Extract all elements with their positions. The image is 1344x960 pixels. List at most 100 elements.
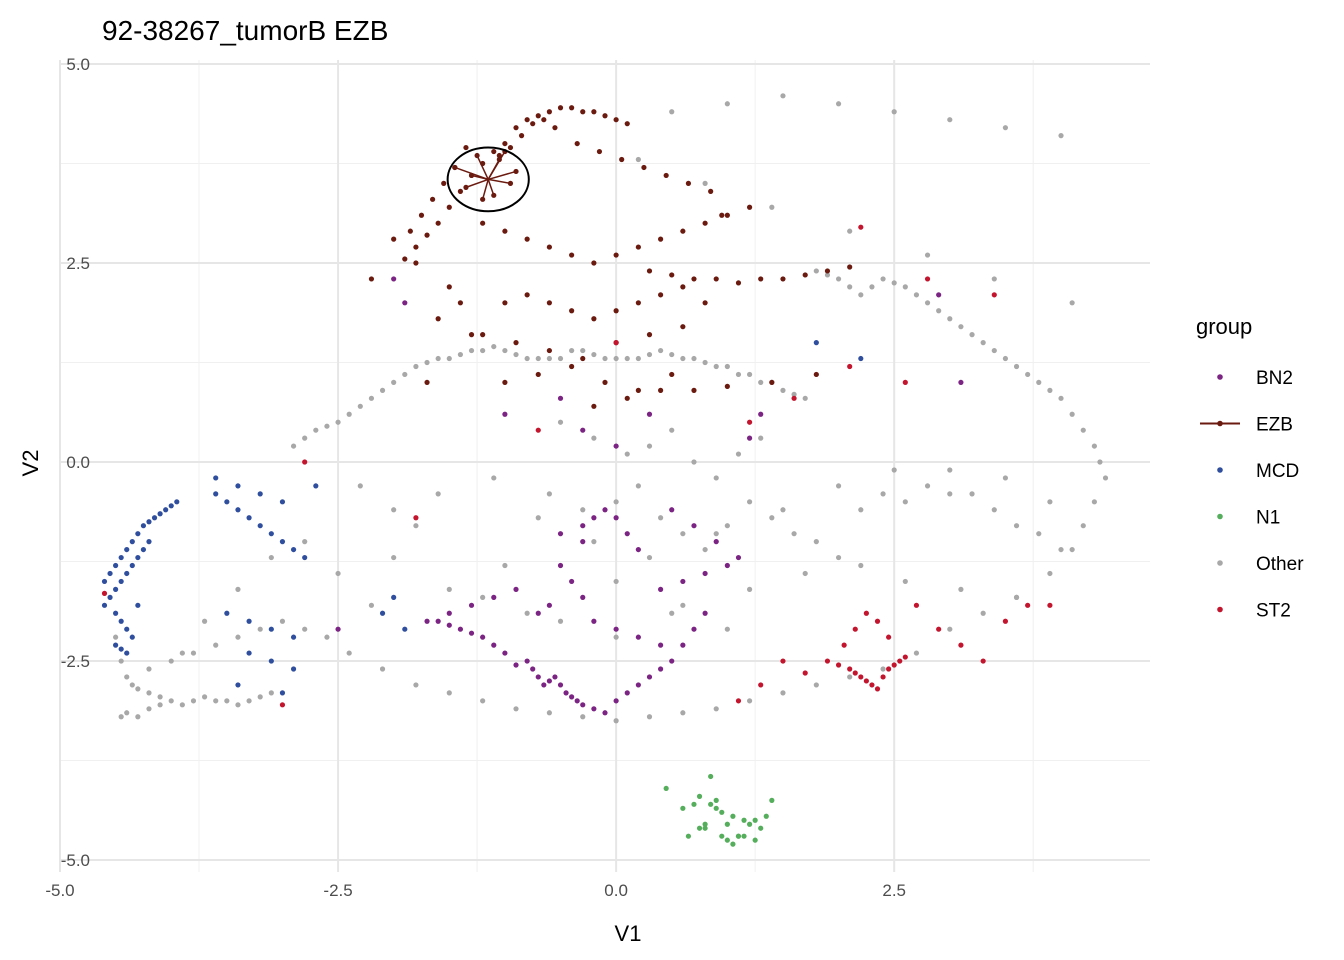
point-n1 [696,793,703,799]
point-bn2 [446,610,452,616]
x-tick-label: -5.0 [45,881,74,900]
point-other [246,698,252,704]
point-other [691,459,697,465]
point-other [335,570,341,577]
point-other [580,507,586,513]
point-other [213,698,219,704]
legend-label: EZB [1256,415,1293,436]
point-other [1002,475,1009,481]
point-other [980,610,986,616]
point-other [858,562,864,569]
point-other [357,403,363,409]
point-mcd [379,610,386,616]
legend-key-point [1217,374,1223,380]
point-st2 [913,602,920,608]
point-bn2 [658,666,664,672]
point-mcd [268,658,274,664]
point-other [791,531,797,537]
point-ezb [502,228,508,234]
point-ezb [569,252,575,258]
point-bn2 [502,411,508,417]
point-other [991,347,997,354]
point-mcd [124,650,130,656]
point-other [124,710,130,716]
point-mcd [391,594,397,600]
point-ezb [424,379,430,386]
point-other [235,702,241,708]
point-other [802,570,808,577]
point-other [1069,411,1075,417]
point-other [324,634,330,640]
point-n1 [724,837,730,843]
point-ezb [574,140,580,147]
point-other [535,355,541,362]
point-ezb [658,387,664,393]
point-mcd [101,578,108,585]
point-bn2 [580,702,586,708]
point-other [546,491,552,497]
point-ezb [430,196,436,202]
point-other [669,351,675,358]
point-bn2 [958,379,964,386]
point-ezb [602,113,608,119]
point-other [880,276,886,282]
legend-item-bn2: BN2 [1217,368,1293,389]
point-ezb [769,379,775,386]
point-other [613,499,619,505]
point-ezb [507,144,514,151]
point-n1 [696,825,703,831]
point-other [357,483,363,489]
point-other [302,435,308,441]
point-bn2 [580,594,586,600]
point-st2 [891,662,897,668]
point-bn2 [624,531,630,537]
legend-item-mcd: MCD [1217,461,1299,482]
point-other [669,610,675,616]
point-mcd [257,491,263,497]
point-mcd [224,499,230,505]
legend-item-ezb: EZB [1200,415,1293,436]
point-ezb [602,379,608,386]
point-ezb [524,292,530,298]
point-st2 [936,626,942,632]
point-other [658,515,664,521]
point-ezb [502,379,508,386]
point-bn2 [702,610,708,616]
point-ezb [613,252,619,258]
point-ezb [518,133,525,139]
point-bn2 [591,515,597,521]
point-other [591,435,597,441]
point-other [913,292,920,298]
point-st2 [886,666,892,672]
point-n1 [663,785,669,792]
point-other [902,499,908,505]
highlight-point [507,180,514,186]
point-other [858,507,864,513]
point-mcd [813,340,819,346]
point-st2 [852,670,858,676]
point-other [769,204,775,210]
point-st2 [863,678,869,684]
point-st2 [858,674,864,680]
point-other [924,300,931,306]
point-other [135,686,141,692]
point-bn2 [936,292,942,298]
point-other [724,363,730,370]
point-ezb [680,284,686,290]
point-mcd [113,610,119,616]
point-other [624,355,630,362]
legend-key-point [1217,420,1223,427]
point-n1 [746,821,753,827]
point-n1 [713,805,719,811]
highlight-point [491,192,497,198]
point-other [835,101,842,107]
point-bn2 [613,626,619,632]
point-other [146,706,152,712]
point-ezb [735,280,742,286]
point-mcd [213,491,219,497]
point-other [1069,300,1075,306]
point-other [379,387,386,393]
point-other [847,284,853,290]
legend-key-point [1217,606,1223,613]
point-other [680,602,686,608]
